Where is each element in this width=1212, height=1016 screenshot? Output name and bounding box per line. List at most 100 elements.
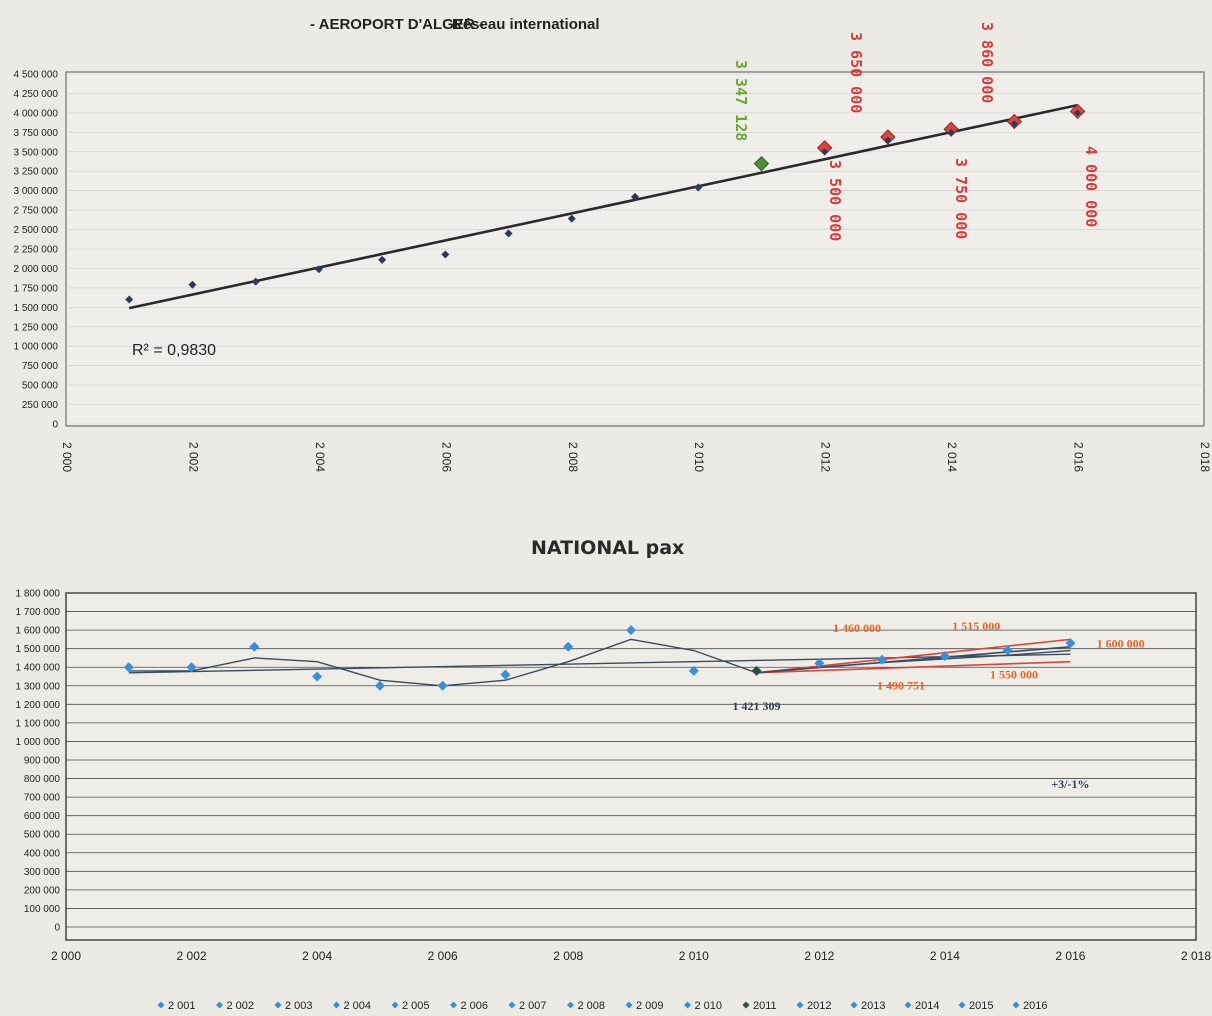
chart2-x-tick: 2 012 [804,949,834,963]
chart2-lines [128,638,1071,687]
chart1-trend-line [128,103,1078,310]
chart1-y-tick: 500 000 [22,381,59,392]
chart1-point [441,250,450,259]
chart2-legend: 2 001 2 002 2 003 2 004 2 005 2 006 2 007 2 008… [157,1000,1047,1012]
chart2-y-tick: 1 300 000 [16,681,61,692]
chart2-legend-marker [391,1001,399,1009]
chart2-point [1002,645,1013,656]
chart2-x-tick: 2 018 [1181,949,1211,963]
chart1-point [631,192,639,201]
chart1-annotations: 3 347 128 3 500 000 3 650 000 3 750 000 3 86… [732,22,1100,241]
chart1-annotation: 3 860 000 [978,22,996,103]
chart1-y-tick: 2 250 000 [14,245,59,256]
chart1-y-tick: 1 750 000 [14,283,59,294]
chart1-point [567,214,576,223]
chart2-annotation: 1 550 000 [990,667,1038,681]
chart1-y-tick: 1 250 000 [14,322,59,333]
chart2-annotation: 1 460 000 [833,621,881,635]
chart1-r2-label: R² = 0,9830 [132,342,216,359]
chart1-point [378,255,387,264]
chart1-y-tick: 3 000 000 [14,186,59,197]
chart2-legend-label: 2 010 [695,1000,723,1012]
chart2-point [374,680,385,691]
chart2-legend-label: 2012 [807,1000,831,1012]
chart1-points [125,103,1086,304]
chart2-x-tick: 2 008 [553,949,583,963]
chart1-y-tick: 3 250 000 [14,167,59,178]
chart1-x-tick: 2 006 [439,442,453,472]
chart2-legend-marker [958,1001,966,1009]
chart2-x-tick: 2 016 [1055,949,1085,963]
chart1-point [504,229,513,238]
chart2-legend-label: 2 008 [578,1000,606,1012]
chart1-y-tick: 4 000 000 [14,108,59,119]
chart1-y-tick: 1 500 000 [14,303,59,314]
chart1-x-tick: 2 014 [945,442,959,472]
chart1-y-tick: 2 000 000 [14,264,59,275]
chart2-y-tick: 1 200 000 [16,700,61,711]
chart2-point [688,665,699,676]
chart1-annotation: 3 500 000 [826,160,844,241]
chart1-x-tick: 2 010 [692,442,706,472]
chart2-trend-line [128,653,1071,674]
chart2-y-tick: 1 100 000 [16,718,61,729]
chart2-legend-marker [567,1001,574,1009]
chart2-fan-line [756,638,1071,674]
chart2-legend-marker [333,1001,340,1009]
chart2-point [437,680,448,691]
chart2-x-tick: 2 004 [302,949,332,963]
chart1-y-tick: 2 750 000 [14,206,59,217]
chart1-y-tick: 4 500 000 [14,70,59,81]
chart2-y-tick: 0 [54,923,60,934]
chart2-title: NATIONAL pax [531,537,684,559]
chart2-point [1065,638,1076,649]
chart2-legend-marker [850,1001,858,1009]
chart1-trendline [128,103,1078,310]
chart1-y-tick: 750 000 [22,361,59,372]
chart2-x-tick-labels: 2 000 2 002 2 004 2 006 2 008 2 010 2 012 2 014… [51,949,1211,963]
chart1-x-tick: 2 012 [819,442,833,472]
chart2-y-tick: 500 000 [24,830,61,841]
chart2-y-tick: 200 000 [24,885,61,896]
chart2-annotation: 1 600 000 [1097,637,1145,651]
chart2-legend-label: 2015 [969,1000,993,1012]
chart1-point [251,277,260,286]
chart2-annotation: 1 515 000 [952,619,1000,633]
chart1-x-tick: 2 002 [186,442,200,472]
chart1-y-tick: 3 750 000 [14,128,59,139]
chart2-legend-label: 2014 [915,1000,939,1012]
chart2-annotations: 1 460 000 1 515 000 1 600 000 1 490 751 1 55… [733,619,1145,791]
chart1-title-prefix: - AEROPORT D'ALGER - [310,16,484,33]
chart2-legend-marker [157,1001,165,1009]
chart1-point [947,128,955,136]
chart2-legend-marker [216,1001,223,1009]
chart2-moving-line [128,638,1071,687]
chart2-y-tick: 1 400 000 [16,663,61,674]
chart1-x-tick: 2 000 [60,442,74,472]
chart1-x-tick: 2 004 [313,442,327,472]
chart2-gridlines [66,592,1196,928]
chart1-annotation: 3 650 000 [847,32,865,113]
chart2-point [186,662,197,673]
chart2-fan-line [756,660,1071,674]
chart2-legend-label: 2 007 [519,1000,547,1012]
chart1-x-tick: 2 016 [1072,442,1086,472]
chart2-x-tick: 2 002 [177,949,207,963]
chart2-legend-label: 2016 [1023,1000,1047,1012]
chart2-legend-label: 2 006 [461,1000,489,1012]
chart1-point [1010,120,1018,128]
chart1-y-tick: 250 000 [22,400,59,411]
chart2-y-tick: 700 000 [24,793,61,804]
chart2-x-tick: 2 014 [930,949,960,963]
chart2-annotation: 1 490 751 [877,678,925,692]
chart2-legend-label: 2 002 [227,1000,255,1012]
chart2-point [500,669,511,680]
chart2-fan-line [756,646,1071,674]
chart2-point [751,665,762,676]
chart2-y-tick: 1 500 000 [16,644,61,655]
chart2-legend-label: 2 009 [636,1000,664,1012]
chart2-x-tick: 2 010 [679,949,709,963]
chart2-point [312,671,323,682]
